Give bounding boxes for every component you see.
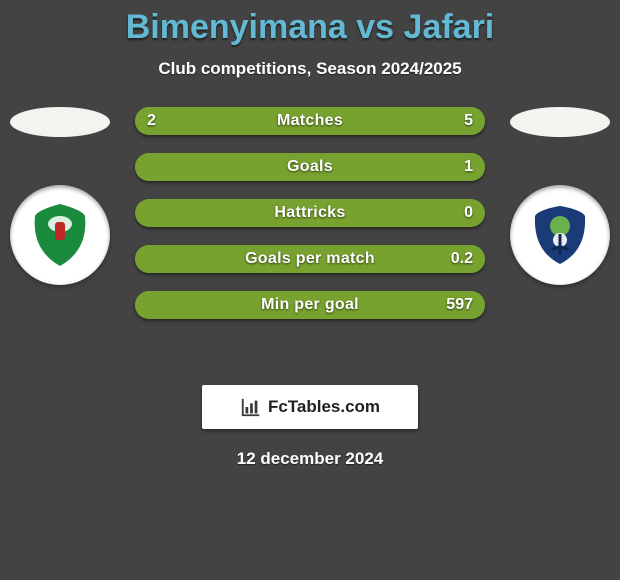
stat-row: Hattricks0 (135, 199, 485, 227)
brand-text: FcTables.com (268, 397, 380, 417)
stat-value-right: 5 (464, 107, 473, 135)
stat-row: Goals per match0.2 (135, 245, 485, 273)
stat-row: Goals1 (135, 153, 485, 181)
stat-row: Min per goal597 (135, 291, 485, 319)
page-title: Bimenyimana vs Jafari (0, 0, 620, 47)
comparison-bars: 2Matches5 Goals1 Hattricks0 Goals per match… (135, 107, 485, 337)
stat-value-right: 0.2 (451, 245, 473, 273)
stat-value-right: 0 (464, 199, 473, 227)
subtitle: Club competitions, Season 2024/2025 (0, 59, 620, 79)
player-right-slot (510, 107, 610, 285)
brand-box: FcTables.com (202, 385, 418, 429)
footer-date: 12 december 2024 (0, 449, 620, 469)
player-right-avatar (510, 107, 610, 137)
stat-label: Goals per match (135, 245, 485, 273)
player-left-slot (10, 107, 110, 285)
club-left-badge (10, 185, 110, 285)
stat-label: Matches (135, 107, 485, 135)
club-left-icon (25, 200, 95, 270)
stat-row: 2Matches5 (135, 107, 485, 135)
stat-value-right: 1 (464, 153, 473, 181)
brand-chart-icon (240, 396, 262, 418)
club-right-badge (510, 185, 610, 285)
comparison-stage: 2Matches5 Goals1 Hattricks0 Goals per match… (0, 107, 620, 367)
stat-label: Hattricks (135, 199, 485, 227)
stat-value-right: 597 (446, 291, 473, 319)
stat-label: Goals (135, 153, 485, 181)
stat-label: Min per goal (135, 291, 485, 319)
club-right-icon (525, 200, 595, 270)
player-left-avatar (10, 107, 110, 137)
